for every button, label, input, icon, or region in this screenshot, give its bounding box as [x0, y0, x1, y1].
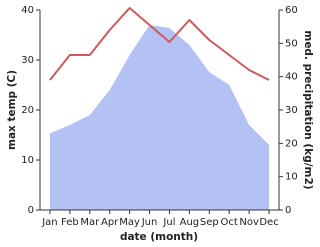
x-tick-label: Aug [180, 217, 200, 228]
y2-tick-label: 30 [285, 105, 298, 116]
x-tick-label: Nov [239, 217, 259, 228]
y-axis-title: max temp (C) [6, 70, 18, 150]
precipitation-area [49, 25, 270, 210]
x-tick-label: Jul [162, 217, 175, 228]
x-tick-label: May [119, 217, 140, 228]
x-tick-label: Oct [221, 217, 238, 228]
y-tick-label: 40 [21, 5, 34, 16]
x-tick-label: Apr [101, 217, 119, 228]
y-tick-label: 10 [21, 155, 34, 166]
y2-tick-label: 60 [285, 5, 298, 16]
y-tick-label: 30 [21, 55, 34, 66]
y2-tick-label: 50 [285, 38, 298, 49]
x-tick-label: Dec [259, 217, 278, 228]
y-tick-label: 0 [28, 205, 34, 216]
temperature-line [49, 7, 270, 81]
x-tick-label: Mar [80, 217, 100, 228]
y2-tick-label: 0 [285, 205, 291, 216]
y2-tick-label: 10 [285, 172, 298, 183]
x-axis-title: date (month) [120, 231, 198, 243]
y-tick-label: 20 [21, 105, 34, 116]
y2-tick-label: 20 [285, 138, 298, 149]
x-tick-label: Sep [200, 217, 219, 228]
x-tick-label: Jan [41, 217, 57, 228]
y2-tick-label: 40 [285, 72, 298, 83]
y2-axis-title: med. precipitation (kg/m2) [302, 30, 314, 189]
x-tick-label: Feb [61, 217, 79, 228]
x-tick-label: Jun [141, 217, 158, 228]
